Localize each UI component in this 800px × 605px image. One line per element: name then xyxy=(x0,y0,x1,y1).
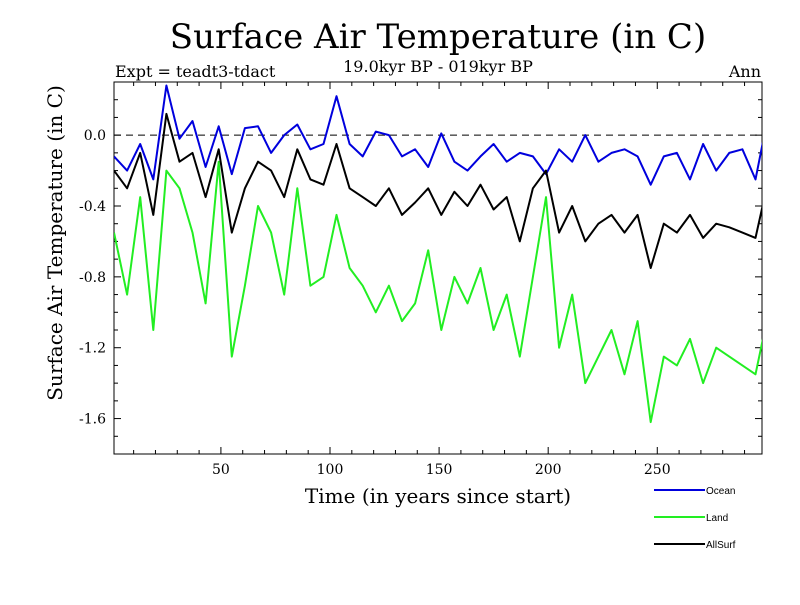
x-tick-label: 50 xyxy=(212,462,230,478)
series-line-allsurf xyxy=(114,112,762,269)
chart-title: Surface Air Temperature (in C) xyxy=(170,17,706,57)
y-tick-label: -0.4 xyxy=(79,199,106,215)
x-tick-label: 150 xyxy=(426,462,453,478)
plot-frame xyxy=(113,81,763,455)
x-tick-label: 200 xyxy=(535,462,562,478)
series-line-land xyxy=(114,160,762,424)
x-tick-label: 250 xyxy=(644,462,671,478)
legend-label-ocean: Ocean xyxy=(706,486,735,497)
x-axis-label: Time (in years since start) xyxy=(305,484,571,508)
y-tick-label: -1.2 xyxy=(79,341,106,357)
legend: Ocean Land AllSurf xyxy=(654,486,736,551)
y-axis-label: Surface Air Temperature (in C) xyxy=(43,85,67,401)
y-tick-label: -0.8 xyxy=(79,270,106,286)
plot-area: 50 100 150 200 250 0.0 -0.4 -0.8 -1.2 -1.6 xyxy=(79,81,763,478)
season-label: Ann xyxy=(728,62,761,81)
legend-label-allsurf: AllSurf xyxy=(706,540,736,551)
y-tick-label: -1.6 xyxy=(79,412,106,428)
series-line-ocean xyxy=(114,84,762,186)
y-tick-label: 0.0 xyxy=(84,128,106,144)
legend-label-land: Land xyxy=(706,513,728,524)
x-tick-label: 100 xyxy=(317,462,344,478)
chart-subtitle: 19.0kyr BP - 019kyr BP xyxy=(343,57,533,76)
experiment-label: Expt = teadt3-tdact xyxy=(115,62,276,81)
